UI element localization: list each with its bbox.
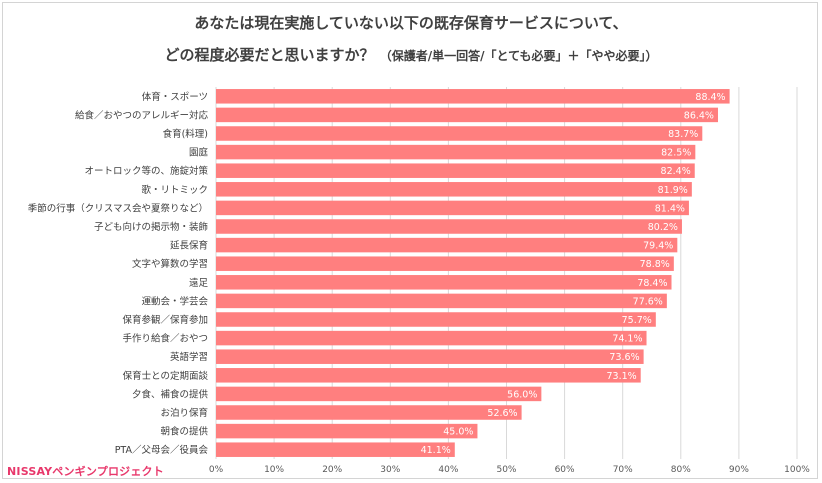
category-label: 食育(料理) <box>163 128 208 140</box>
category-label: 遠足 <box>189 277 209 289</box>
bar <box>216 423 478 439</box>
x-tick-label: 50% <box>496 465 516 475</box>
bar <box>216 126 703 141</box>
data-label: 88.4% <box>695 92 725 103</box>
bar <box>216 256 674 271</box>
data-label: 78.4% <box>637 278 667 289</box>
category-label: 季節の行事（クリスマス会や夏祭りなど） <box>28 202 208 214</box>
data-label: 41.1% <box>421 445 451 456</box>
x-tick-label: 80% <box>671 465 691 475</box>
category-label: 英語学習 <box>170 351 208 363</box>
category-label: 文字や算数の学習 <box>132 258 208 270</box>
bar <box>216 200 689 216</box>
category-label: 手作り給食／おやつ <box>122 333 208 345</box>
nissay-logo: NISSAYペンギンプロジェクト <box>7 465 164 478</box>
chart-title-line-2: どの程度必要だと思いますか？ （保護者/単一回答/「とても必要」＋「やや必要」） <box>0 44 822 65</box>
bar <box>216 89 730 104</box>
category-label: 体育・スポーツ <box>142 91 208 103</box>
data-label: 73.6% <box>609 352 639 363</box>
data-label: 73.1% <box>607 371 637 382</box>
bar <box>216 405 522 420</box>
category-label: 保育士との定期面談 <box>123 370 209 382</box>
category-label: PTA／父母会／役員会 <box>115 444 209 456</box>
bar <box>216 293 667 309</box>
category-label: 園庭 <box>189 147 209 159</box>
category-label: 延長保育 <box>170 240 208 252</box>
x-tick-label: 20% <box>322 465 342 475</box>
data-label: 45.0% <box>443 427 473 438</box>
data-label: 79.4% <box>643 241 673 252</box>
category-label: 運動会・学芸会 <box>141 295 208 307</box>
x-tick-label: 10% <box>264 465 284 475</box>
data-label: 78.8% <box>640 259 670 270</box>
bar <box>216 312 656 327</box>
data-label: 81.9% <box>658 185 688 196</box>
x-tick-label: 60% <box>555 465 575 475</box>
data-label: 52.6% <box>487 408 517 419</box>
bar <box>216 349 644 364</box>
data-label: 86.4% <box>684 110 714 121</box>
x-tick-label: 0% <box>209 465 224 475</box>
data-label: 74.1% <box>612 334 642 345</box>
data-label: 75.7% <box>622 315 652 326</box>
data-label: 77.6% <box>633 296 663 307</box>
chart-subtitle: （保護者/単一回答/「とても必要」＋「やや必要」） <box>379 49 658 63</box>
bar <box>216 237 678 253</box>
bar <box>216 182 692 197</box>
data-label: 80.2% <box>648 222 678 233</box>
bar <box>216 219 682 234</box>
chart-title-line-1: あなたは現在実施していない以下の既存保育サービスについて、 <box>194 14 628 32</box>
bar <box>216 107 718 123</box>
x-tick-label: 40% <box>438 465 458 475</box>
category-label: 給食／おやつのアレルギー対応 <box>75 109 209 121</box>
x-tick-label: 70% <box>613 465 633 475</box>
bar <box>216 144 696 160</box>
bar <box>216 442 455 457</box>
bar <box>216 368 641 383</box>
x-tick-label: 90% <box>729 465 749 475</box>
bar <box>216 275 672 290</box>
data-label: 83.7% <box>668 129 698 140</box>
category-label: 朝食の提供 <box>160 426 208 438</box>
x-tick-label: 100% <box>784 465 810 475</box>
category-label: 歌・リトミック <box>141 184 208 196</box>
category-label: お泊り保育 <box>160 407 208 419</box>
category-label: 夕食、補食の提供 <box>132 388 209 400</box>
bar <box>216 386 542 402</box>
category-label: 保育参観／保育参加 <box>122 314 208 326</box>
data-label: 82.4% <box>661 166 691 177</box>
chart-title-question: どの程度必要だと思いますか？ <box>164 46 375 64</box>
data-label: 56.0% <box>507 389 537 400</box>
category-label: オートロック等の、施錠対策 <box>84 165 208 177</box>
data-label: 81.4% <box>655 203 685 214</box>
data-label: 82.5% <box>661 148 691 159</box>
bar <box>216 330 647 346</box>
x-tick-label: 30% <box>380 465 400 475</box>
category-label: 子ども向けの掲示物・装飾 <box>94 221 208 233</box>
bar <box>216 163 695 178</box>
